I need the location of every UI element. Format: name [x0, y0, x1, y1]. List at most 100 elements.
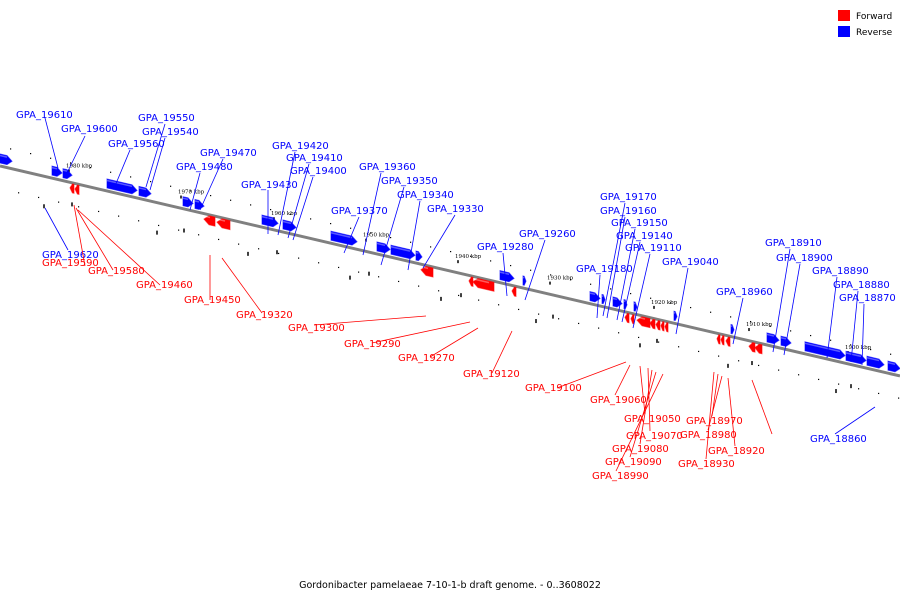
reverse-gene-label[interactable]: GPA_19470	[200, 148, 257, 159]
forward-gene-label[interactable]: GPA_19070	[626, 431, 683, 442]
reverse-gene-label[interactable]: GPA_19360	[359, 162, 416, 173]
reverse-leader-line	[422, 214, 456, 269]
reverse-gene-label[interactable]: GPA_19620	[42, 250, 99, 261]
reverse-gene-arrow	[866, 355, 885, 369]
reverse-gene-label[interactable]: GPA_18860	[810, 434, 867, 445]
reverse-gene-label[interactable]: GPA_19370	[331, 206, 388, 217]
forward-gene-label[interactable]: GPA_18930	[678, 459, 735, 470]
forward-gene-arrow	[511, 286, 517, 298]
reverse-leader-line	[114, 149, 131, 187]
reverse-gene-label[interactable]: GPA_19600	[61, 124, 118, 135]
forward-gene-label[interactable]: GPA_19320	[236, 310, 293, 321]
gene-highlight	[887, 361, 896, 366]
forward-gene-label[interactable]: GPA_19580	[88, 266, 145, 277]
reverse-gene-label[interactable]: GPA_19430	[241, 180, 298, 191]
reverse-gene-label[interactable]: GPA_18910	[765, 238, 822, 249]
reverse-gene-label[interactable]: GPA_19540	[142, 127, 199, 138]
gene-highlight	[420, 265, 429, 270]
forward-gene-label[interactable]: GPA_19090	[605, 457, 662, 468]
reverse-gene-label[interactable]: GPA_19140	[616, 231, 673, 242]
reverse-gene-label[interactable]: GPA_19330	[427, 204, 484, 215]
reverse-leader-line	[850, 290, 859, 363]
reverse-gene-label[interactable]: GPA_18960	[716, 287, 773, 298]
forward-gene-label[interactable]: GPA_19300	[288, 323, 345, 334]
forward-leader-line	[639, 365, 646, 415]
forward-leader-line	[647, 367, 651, 432]
reverse-gene-label[interactable]: GPA_19260	[519, 229, 576, 240]
forward-gene-arrow	[216, 218, 231, 231]
reverse-gene-arrow	[499, 270, 515, 283]
scale-label: 1980 kbp	[66, 163, 93, 169]
reverse-gene-label[interactable]: GPA_18870	[839, 293, 896, 304]
forward-gene-label[interactable]: GPA_19590	[42, 258, 99, 269]
forward-gene-arrow	[655, 320, 661, 331]
reverse-gene-arrow	[182, 196, 194, 208]
reverse-gene-label[interactable]: GPA_19180	[576, 264, 633, 275]
reverse-gene-arrow	[730, 323, 735, 335]
forward-gene-label[interactable]: GPA_18990	[592, 471, 649, 482]
reverse-gene-label[interactable]: GPA_18890	[812, 266, 869, 277]
reverse-gene-label[interactable]: GPA_19400	[290, 166, 347, 177]
forward-gene-arrow	[660, 321, 665, 332]
reverse-gene-label[interactable]: GPA_19480	[176, 162, 233, 173]
reverse-gene-arrow	[106, 178, 138, 195]
forward-gene-label[interactable]: GPA_19270	[398, 353, 455, 364]
reverse-leader-line	[189, 172, 201, 211]
forward-gene-label[interactable]: GPA_19290	[344, 339, 401, 350]
forward-gene-label[interactable]: GPA_19120	[463, 369, 520, 380]
scale-label: 1920 kbp	[651, 300, 678, 306]
forward-gene-label[interactable]: GPA_19450	[184, 295, 241, 306]
reverse-gene-labels: GPA_19610GPA_19600GPA_19620GPA_19560GPA_…	[16, 110, 896, 445]
forward-leader-line	[371, 321, 471, 344]
forward-gene-label[interactable]: GPA_19460	[136, 280, 193, 291]
gene-highlight	[330, 231, 353, 239]
forward-gene-arrow	[649, 318, 656, 330]
reverse-leader-line	[632, 253, 651, 329]
forward-gene-label[interactable]: GPA_18920	[708, 446, 765, 457]
reverse-gene-label[interactable]: GPA_18880	[833, 280, 890, 291]
reverse-gene-label[interactable]: GPA_19420	[272, 141, 329, 152]
reverse-gene-label[interactable]: GPA_19550	[138, 113, 195, 124]
gene-highlight	[261, 215, 274, 220]
reverse-gene-label[interactable]: GPA_19040	[662, 257, 719, 268]
reverse-gene-label[interactable]: GPA_19610	[16, 110, 73, 121]
legend-label: Forward	[856, 12, 892, 22]
forward-gene-label[interactable]: GPA_18970	[686, 416, 743, 427]
forward-leader-line	[751, 379, 773, 435]
genome-caption: Gordonibacter pamelaeae 7-10-1-b draft g…	[299, 580, 601, 591]
gene-highlight	[182, 197, 189, 201]
reverse-gene-label[interactable]: GPA_19160	[600, 206, 657, 217]
reverse-gene-arrow	[522, 275, 527, 286]
reverse-gene-label[interactable]: GPA_19340	[397, 190, 454, 201]
reverse-gene-label[interactable]: GPA_19560	[108, 139, 165, 150]
reverse-gene-label[interactable]: GPA_19170	[600, 192, 657, 203]
reverse-leader-line	[287, 163, 310, 239]
forward-gene-label[interactable]: GPA_19100	[525, 383, 582, 394]
forward-gene-label[interactable]: GPA_19080	[612, 444, 669, 455]
forward-gene-label[interactable]: GPA_19060	[590, 395, 647, 406]
reverse-leader-line	[772, 248, 791, 353]
reverse-gene-arrow	[623, 298, 628, 310]
forward-gene-arrow	[203, 215, 216, 227]
reverse-gene-arrow	[601, 293, 606, 305]
scale-ticks: 1980 kbp 1970 kbp 1960 kbp 1950 kbp 1940 kbp…	[43, 163, 872, 394]
scale-label: 1950 kbp	[363, 233, 390, 239]
gene-highlight	[766, 333, 775, 337]
forward-leader-line	[615, 373, 664, 472]
forward-leader-line	[429, 327, 479, 358]
reverse-gene-label[interactable]: GPA_19410	[286, 153, 343, 164]
gene-highlight	[804, 342, 841, 353]
forward-leader-line	[727, 377, 736, 447]
reverse-gene-label[interactable]: GPA_18900	[776, 253, 833, 264]
reverse-leader-line	[596, 274, 601, 319]
reverse-gene-label[interactable]: GPA_19110	[625, 243, 682, 254]
gene-highlight	[866, 357, 880, 362]
reverse-gene-label[interactable]: GPA_19280	[477, 242, 534, 253]
reverse-leader-line	[732, 297, 744, 345]
reverse-gene-label[interactable]: GPA_19150	[611, 218, 668, 229]
forward-gene-label[interactable]: GPA_19050	[624, 414, 681, 425]
reverse-gene-label[interactable]: GPA_19350	[381, 176, 438, 187]
gene-highlight	[472, 278, 490, 284]
